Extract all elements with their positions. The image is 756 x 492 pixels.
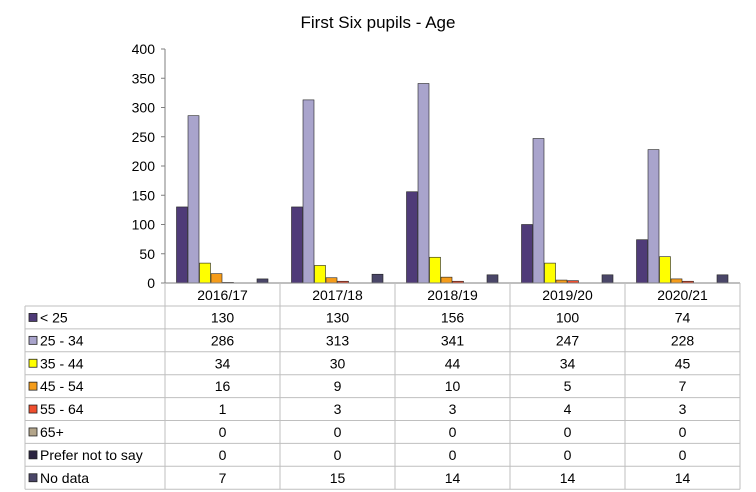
data-cell: 0 <box>679 447 687 463</box>
legend-label: 65+ <box>40 424 64 440</box>
data-cell: 130 <box>211 309 235 325</box>
bar <box>521 224 533 284</box>
y-tick-label: 150 <box>132 187 156 203</box>
data-cell: 44 <box>445 355 461 371</box>
data-cell: 3 <box>449 401 457 417</box>
x-category-label: 2017/18 <box>312 287 363 303</box>
bar <box>670 278 683 284</box>
legend-swatch <box>28 313 38 322</box>
legend-label: 45 - 54 <box>40 378 84 394</box>
bar <box>659 256 671 284</box>
data-cell: 247 <box>556 332 580 348</box>
bar <box>199 262 211 284</box>
data-cell: 0 <box>564 447 572 463</box>
data-cell: 15 <box>330 470 346 486</box>
data-cell: 341 <box>441 332 465 348</box>
data-cell: 14 <box>675 470 691 486</box>
bar <box>429 256 441 284</box>
data-cell: 228 <box>671 332 695 348</box>
data-cell: 0 <box>334 424 342 440</box>
data-cell: 74 <box>675 309 691 325</box>
bar <box>406 191 418 284</box>
data-cell: 5 <box>564 378 572 394</box>
bar <box>716 274 729 284</box>
x-category-label: 2020/21 <box>657 287 708 303</box>
bar <box>532 138 545 284</box>
bar <box>440 276 453 284</box>
data-cell: 3 <box>679 401 687 417</box>
legend-label: 55 - 64 <box>40 401 84 417</box>
x-category-label: 2018/19 <box>427 287 478 303</box>
chart-title: First Six pupils - Age <box>301 13 456 32</box>
y-tick-label: 300 <box>132 100 156 116</box>
legend-label: Prefer not to say <box>40 447 143 463</box>
data-cell: 45 <box>675 355 691 371</box>
data-cell: 14 <box>560 470 576 486</box>
bar <box>601 274 614 284</box>
bar <box>325 277 338 284</box>
data-table: 2016/17 2017/18 2018/19 2019/20 2020/21 < 25 1… <box>24 282 741 490</box>
legend-label: 25 - 34 <box>40 332 84 348</box>
y-tick-label: 0 <box>147 275 155 291</box>
data-cell: 0 <box>449 447 457 463</box>
bar <box>544 262 556 284</box>
bar <box>302 99 315 284</box>
bar <box>187 115 200 284</box>
bar <box>256 278 269 284</box>
legend-swatch <box>28 358 38 368</box>
bar <box>647 149 660 284</box>
data-cell: 0 <box>679 424 687 440</box>
legend-swatch <box>28 450 38 460</box>
y-tick-label: 200 <box>132 158 156 174</box>
data-cell: 4 <box>564 401 572 417</box>
data-cell: 34 <box>560 355 576 371</box>
data-cell: 0 <box>449 424 457 440</box>
x-category-label: 2019/20 <box>542 287 593 303</box>
data-cell: 16 <box>215 378 231 394</box>
legend-swatch <box>28 473 38 483</box>
legend-label: No data <box>40 470 89 486</box>
y-tick-label: 50 <box>139 246 155 262</box>
y-tick-label: 400 <box>132 41 156 57</box>
data-cell: 286 <box>211 332 235 348</box>
data-cell: 130 <box>326 309 350 325</box>
legend-swatch <box>28 381 38 391</box>
data-cell: 1 <box>219 401 227 417</box>
bar <box>636 239 648 284</box>
legend-swatch <box>28 335 38 345</box>
bars <box>176 83 729 284</box>
x-category-label: 2016/17 <box>197 287 248 303</box>
data-cell: 30 <box>330 355 346 371</box>
data-cell: 34 <box>215 355 231 371</box>
data-cell: 10 <box>445 378 461 394</box>
data-cell: 14 <box>445 470 461 486</box>
y-tick-label: 100 <box>132 217 156 233</box>
data-cell: 0 <box>334 447 342 463</box>
bar <box>371 273 384 284</box>
data-cell: 7 <box>679 378 687 394</box>
legend-swatch <box>28 427 38 437</box>
legend-label: < 25 <box>40 309 68 325</box>
bar <box>291 206 303 284</box>
data-cell: 156 <box>441 309 465 325</box>
y-tick-label: 350 <box>132 70 156 86</box>
data-cell: 0 <box>219 424 227 440</box>
data-cell: 7 <box>219 470 227 486</box>
y-axis: 0 50 100 150 200 250 300 350 400 <box>132 41 166 291</box>
y-tick-label: 250 <box>132 129 156 145</box>
data-cell: 100 <box>556 309 580 325</box>
bar <box>314 265 326 284</box>
bar <box>417 83 430 284</box>
legend-label: 35 - 44 <box>40 355 84 371</box>
data-cell: 3 <box>334 401 342 417</box>
legend-swatch <box>28 404 38 414</box>
data-cell: 0 <box>219 447 227 463</box>
bar <box>486 274 499 284</box>
bar <box>176 206 188 284</box>
data-cell: 9 <box>334 378 342 394</box>
bar <box>210 273 223 284</box>
data-cell: 0 <box>564 424 572 440</box>
data-cell: 313 <box>326 332 350 348</box>
